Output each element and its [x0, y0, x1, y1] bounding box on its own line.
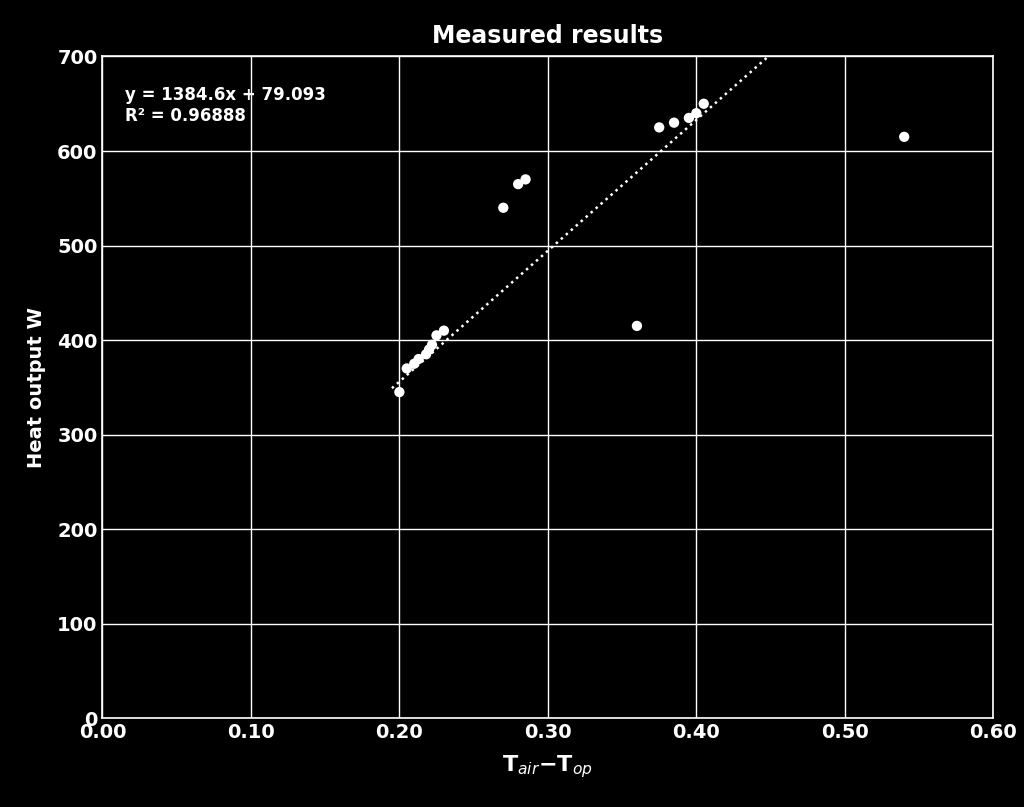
Point — [629, 320, 645, 332]
Point — [428, 329, 444, 342]
Title: Measured results: Measured results — [432, 23, 664, 48]
Point — [496, 201, 512, 214]
Point — [695, 98, 712, 111]
Point — [688, 107, 705, 119]
Point — [411, 353, 427, 366]
Point — [406, 358, 422, 370]
Point — [398, 362, 415, 375]
Point — [421, 343, 437, 356]
Point — [418, 348, 434, 361]
Y-axis label: Heat output W: Heat output W — [27, 307, 46, 468]
Text: y = 1384.6x + 79.093
R² = 0.96888: y = 1384.6x + 79.093 R² = 0.96888 — [125, 86, 326, 125]
Point — [391, 386, 408, 399]
Point — [896, 131, 912, 144]
Point — [517, 173, 534, 186]
Point — [666, 116, 682, 129]
Point — [681, 111, 697, 124]
Point — [510, 178, 526, 190]
Point — [424, 338, 440, 351]
Point — [651, 121, 668, 134]
X-axis label: $\mathdefault{T}_{air}$$\mathdefault{-T}_{op}$: $\mathdefault{T}_{air}$$\mathdefault{-T}… — [503, 753, 593, 780]
Point — [436, 324, 453, 337]
